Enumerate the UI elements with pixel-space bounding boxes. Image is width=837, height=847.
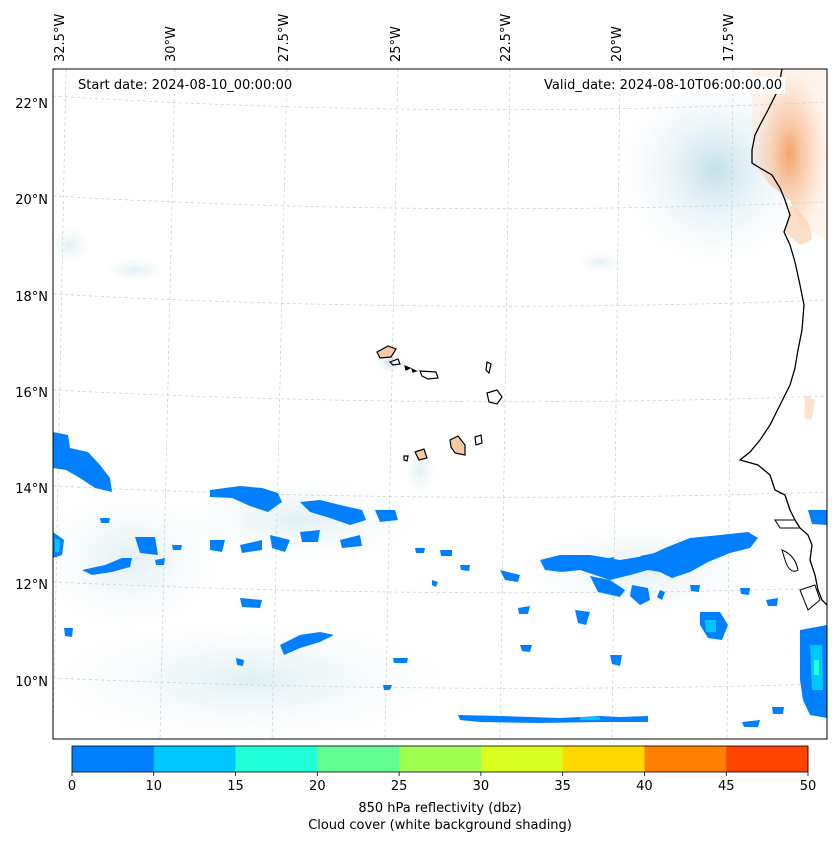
colorbar-segment: [562, 746, 645, 772]
lat-label-20n: 20°N: [15, 193, 48, 208]
lon-label-30w: 30°W: [164, 26, 179, 62]
reflectivity-peak: [814, 660, 819, 675]
valid-date-label: Valid_date: 2024-08-10T06:00:00.00: [541, 77, 786, 94]
colorbar-tick-label: 0: [67, 779, 77, 794]
lon-label-17-5w: 17.5°W: [722, 13, 737, 62]
colorbar-tick-label: 30: [472, 779, 490, 794]
colorbar-tick-label: 10: [145, 779, 163, 794]
colorbar: [72, 746, 809, 772]
map-area: [53, 69, 827, 739]
colorbar-tick-label: 45: [717, 779, 735, 794]
lat-label-18n: 18°N: [15, 290, 48, 305]
lon-label-27-5w: 27.5°W: [277, 13, 292, 62]
map-border: [52, 68, 828, 740]
lon-label-32-5w: 32.5°W: [53, 13, 68, 62]
africa-coastline: [738, 69, 827, 606]
lat-label-14n: 14°N: [15, 482, 48, 497]
colorbar-subtitle: Cloud cover (white background shading): [308, 818, 572, 833]
start-date-label: Start date: 2024-08-10_00:00:00: [75, 77, 296, 94]
colorbar-segment: [726, 746, 809, 772]
colorbar-tick-label: 50: [799, 779, 817, 794]
lat-label-10n: 10°N: [15, 675, 48, 690]
lat-label-12n: 12°N: [15, 578, 48, 593]
colorbar-title: 850 hPa reflectivity (dbz): [358, 801, 522, 816]
colorbar-tick-label: 40: [636, 779, 653, 794]
graticule: [53, 69, 827, 739]
colorbar-segment: [399, 746, 482, 772]
colorbar-tick-label: 20: [309, 779, 326, 794]
lat-label-22n: 22°N: [15, 97, 48, 112]
colorbar-segment: [644, 746, 727, 772]
colorbar-tick-label: 15: [227, 779, 244, 794]
lon-label-20w: 20°W: [610, 26, 625, 62]
colorbar-segment: [72, 746, 155, 772]
land-reflectivity-shading: [752, 69, 827, 420]
lon-label-22-5w: 22.5°W: [499, 13, 514, 62]
colorbar-segment: [480, 746, 564, 772]
cape-verde-islands: [376, 345, 503, 462]
colorbar-tick-label: 35: [554, 779, 571, 794]
colorbar-segment: [317, 746, 400, 772]
lon-label-25w: 25°W: [389, 26, 404, 62]
colorbar-segment: [153, 746, 237, 772]
lat-label-16n: 16°N: [15, 386, 48, 401]
colorbar-tick-label: 25: [390, 779, 408, 794]
colorbar-segment: [235, 746, 318, 772]
